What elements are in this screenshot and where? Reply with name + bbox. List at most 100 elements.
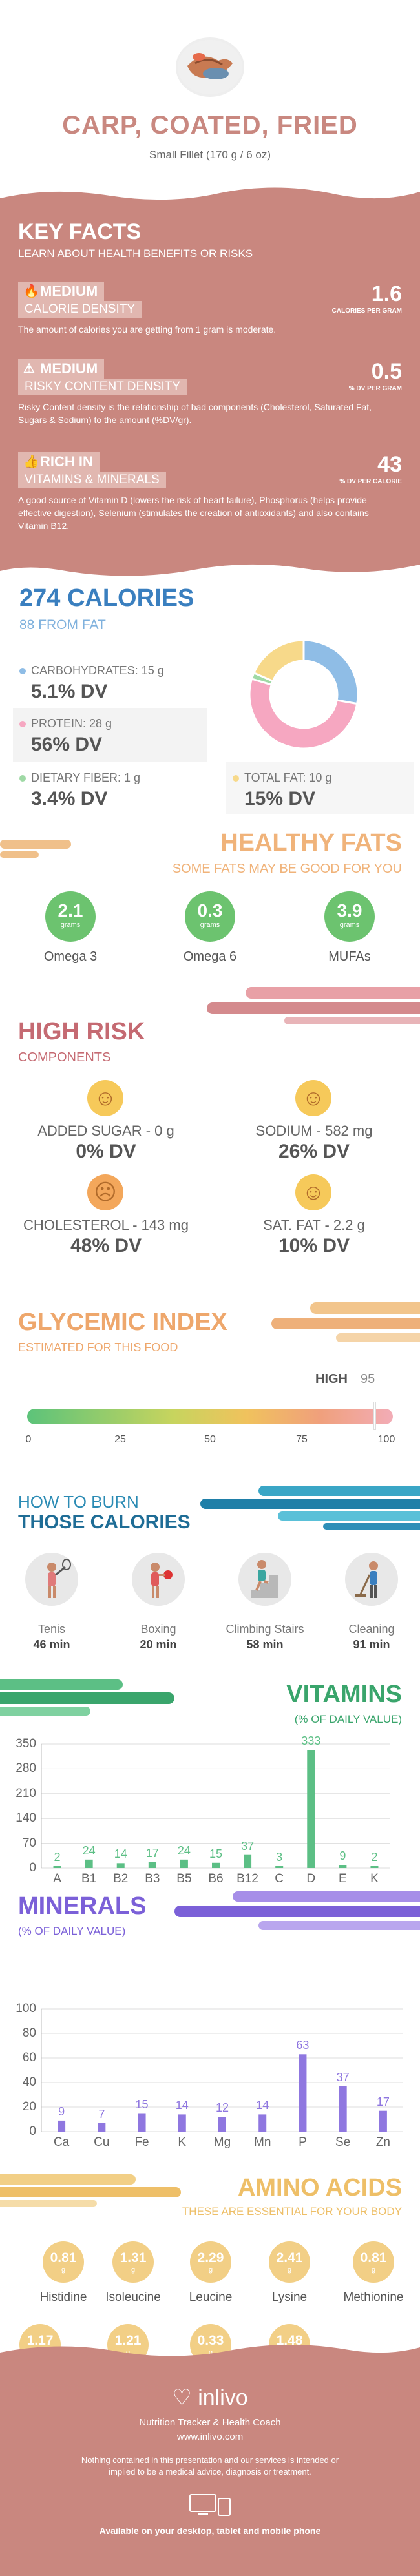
- fact-value-vitamins: 43: [377, 452, 402, 477]
- stairs-icon: [238, 1553, 291, 1606]
- bar-value-label: 24: [177, 1844, 191, 1857]
- bar-value-label: 14: [175, 2099, 189, 2112]
- burn-title-2: THOSE CALORIES: [18, 1511, 191, 1533]
- x-tick-label: B3: [145, 1872, 160, 1885]
- amino-unit: g: [125, 2349, 131, 2356]
- fact-desc-vitamins: A good source of Vitamin D (lowers the r…: [18, 495, 369, 531]
- fact-level-calorie: 🔥 MEDIUM: [18, 282, 105, 301]
- chart-plot: [41, 1743, 390, 1869]
- bar: [148, 1862, 156, 1868]
- high-risk-title: HIGH RISK: [18, 1018, 145, 1045]
- macro-carbs: CARBOHYDRATES: 15 g 5.1% DV: [13, 652, 226, 708]
- bar-value-label: 14: [256, 2099, 269, 2112]
- glycemic-scale-bar: [27, 1409, 393, 1424]
- footer-brand[interactable]: ♡ inlivo: [0, 2385, 420, 2411]
- fat-value: 2.1: [58, 900, 83, 920]
- x-tick-label: Fe: [134, 2135, 149, 2149]
- fact-label-vitamins: VITAMINS & MINERALS: [18, 472, 166, 488]
- boxing-icon: [132, 1553, 185, 1606]
- amino-badge: 0.81 g: [43, 2241, 84, 2283]
- activity-label: Climbing Stairs: [226, 1623, 304, 1636]
- minerals-title: MINERALS: [18, 1893, 147, 1920]
- amino-value: 0.33: [197, 2333, 224, 2348]
- y-tick-label: 100: [16, 2002, 36, 2015]
- bar: [299, 2054, 307, 2132]
- macro-dv: 56% DV: [31, 734, 103, 755]
- decor-stripes-left: [0, 840, 71, 858]
- vitamins-subtitle: (% OF DAILY VALUE): [294, 1713, 402, 1725]
- y-tick-label: 40: [22, 2075, 36, 2089]
- sad-face-icon: ☹: [87, 1174, 123, 1210]
- x-tick-label: K: [370, 1872, 379, 1885]
- smile-face-icon: ☺: [295, 1174, 331, 1210]
- amino-badge: 2.41 g: [269, 2241, 310, 2283]
- gi-tick: 0: [25, 1434, 32, 1445]
- y-tick-label: 0: [29, 2124, 36, 2138]
- y-tick-label: 60: [22, 2051, 36, 2064]
- heart-logo-icon: ♡: [172, 2385, 192, 2410]
- x-tick-label: D: [306, 1872, 316, 1885]
- fat-dot: [233, 775, 239, 782]
- risk-value-sugar: 0% DV: [76, 1141, 136, 1162]
- bar: [339, 2086, 347, 2132]
- burn-title-1: HOW TO BURN: [18, 1492, 139, 1511]
- fact-value-calorie: 1.6: [371, 282, 402, 306]
- wave-top-keyfacts: [0, 187, 420, 210]
- glycemic-subtitle: ESTIMATED FOR THIS FOOD: [18, 1341, 178, 1354]
- fact-value-risky: 0.5: [371, 359, 402, 384]
- amino-unit: g: [208, 2349, 213, 2356]
- bar-value-label: 333: [301, 1734, 321, 1748]
- amino-label: Histidine: [39, 2290, 87, 2304]
- amino-value: 1.21: [114, 2333, 142, 2348]
- fat-label-omega3: Omega 3: [43, 950, 98, 964]
- risk-label-sodium: SODIUM - 582 mg: [255, 1123, 373, 1139]
- amino-badge: 2.29 g: [190, 2241, 231, 2283]
- amino-badge: 1.31 g: [112, 2241, 154, 2283]
- gi-tick: 25: [114, 1434, 126, 1445]
- y-tick-label: 70: [22, 1836, 36, 1850]
- amino-label: Leucine: [189, 2290, 233, 2304]
- bar-value-label: 17: [145, 1846, 159, 1860]
- y-tick-label: 0: [29, 1861, 36, 1875]
- risk-label-sugar: ADDED SUGAR - 0 g: [37, 1123, 174, 1139]
- x-tick-label: K: [178, 2135, 187, 2149]
- fact-label-risky: RISKY CONTENT DENSITY: [18, 379, 187, 395]
- bar: [180, 1859, 188, 1868]
- activity-time: 58 min: [246, 1638, 284, 1651]
- bar-value-label: 12: [215, 2101, 229, 2115]
- bar-value-label: 2: [54, 1851, 61, 1864]
- footer-url[interactable]: www.inlivo.com: [176, 2431, 244, 2442]
- bar: [178, 2114, 186, 2132]
- amino-value: 2.41: [276, 2250, 303, 2265]
- x-tick-label: E: [339, 1872, 347, 1885]
- bar: [370, 1866, 379, 1868]
- y-tick-label: 20: [22, 2100, 36, 2114]
- food-image: [176, 37, 244, 97]
- bar-value-label: 37: [241, 1839, 255, 1853]
- warning-icon: ⚠: [23, 362, 35, 376]
- smile-face-icon: ☺: [87, 1080, 123, 1116]
- gi-tick: 50: [204, 1434, 216, 1445]
- y-tick-label: 140: [16, 1811, 36, 1825]
- bar-value-label: 24: [82, 1844, 96, 1857]
- fact-unit-vitamins: % DV PER CALORIE: [339, 478, 402, 485]
- x-tick-label: P: [299, 2135, 307, 2149]
- amino-unit: g: [208, 2266, 213, 2274]
- donut-slice-fat: [252, 639, 305, 683]
- amino-unit: g: [61, 2266, 66, 2274]
- key-facts-subtitle: LEARN ABOUT HEALTH BENEFITS OR RISKS: [18, 247, 253, 260]
- x-tick-label: Mn: [254, 2135, 271, 2149]
- bar-value-label: 9: [58, 2104, 65, 2118]
- bar: [53, 1866, 61, 1868]
- x-tick-label: B6: [208, 1872, 224, 1885]
- minerals-subtitle: (% OF DAILY VALUE): [18, 1925, 126, 1937]
- page-title: CARP, COATED, FRIED: [62, 111, 358, 140]
- bar-value-label: 17: [376, 2095, 390, 2108]
- x-tick-label: C: [275, 1872, 284, 1885]
- x-tick-label: B2: [113, 1872, 129, 1885]
- amino-value: 1.48: [276, 2333, 303, 2348]
- fact-desc-calorie: The amount of calories you are getting f…: [18, 324, 277, 335]
- amino-unit: g: [371, 2266, 376, 2274]
- bar: [85, 1859, 93, 1868]
- glycemic-level: HIGH: [315, 1372, 348, 1386]
